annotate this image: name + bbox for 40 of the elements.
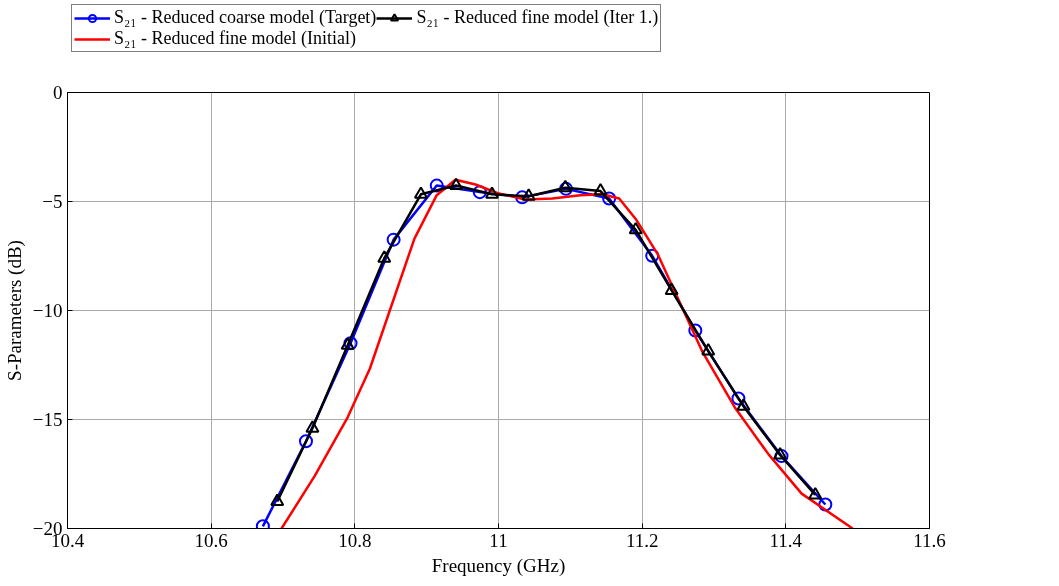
- legend-label: S₂₁ - Reduced fine model (Initial): [114, 28, 356, 49]
- point: [377, 250, 392, 263]
- point: [449, 177, 464, 191]
- y-tick-label: −15: [32, 409, 63, 430]
- point: [472, 185, 487, 200]
- point: [413, 186, 428, 199]
- y-tick-label: −10: [32, 300, 63, 321]
- x-tick-label: 11.4: [769, 529, 803, 551]
- point: [808, 487, 823, 500]
- point: [485, 186, 500, 199]
- point: [818, 497, 833, 512]
- x-tick-label: 11: [489, 529, 508, 551]
- point: [602, 191, 617, 206]
- point: [593, 183, 608, 196]
- point: [774, 449, 789, 464]
- x-tick-label: 11.6: [913, 529, 946, 551]
- x-tick-label: 10.8: [338, 529, 372, 551]
- point: [305, 420, 320, 433]
- point: [429, 178, 444, 193]
- point: [386, 232, 401, 247]
- point: [628, 221, 643, 235]
- legend-label: S₂₁ - Reduced fine model (Iter 1.): [416, 7, 659, 28]
- point: [515, 190, 530, 205]
- point: [270, 493, 285, 506]
- point: [701, 343, 716, 356]
- point: [731, 391, 746, 406]
- point: [664, 282, 679, 295]
- legend-label: S₂₁ - Reduced coarse model (Target): [114, 7, 377, 28]
- x-axis-title: Frequency (GHz): [431, 554, 566, 577]
- point: [645, 248, 660, 263]
- point: [298, 434, 313, 449]
- point: [736, 398, 751, 411]
- x-tick-label: 11.2: [625, 529, 659, 551]
- y-tick-label: 0: [53, 82, 63, 103]
- y-tick-label: −5: [42, 191, 63, 212]
- y-axis-title: S-Parameters (dB): [3, 240, 26, 381]
- x-tick-label: 10.6: [194, 529, 228, 551]
- point: [688, 323, 703, 338]
- point: [773, 447, 788, 460]
- point: [521, 188, 536, 201]
